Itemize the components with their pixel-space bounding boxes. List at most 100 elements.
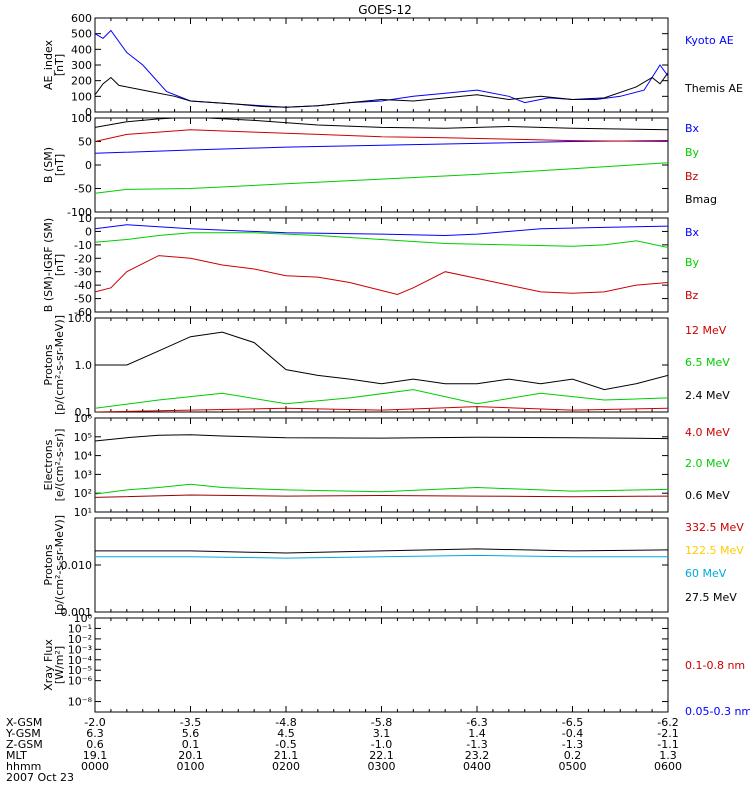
ephemeris-value: -1.0 [371,738,392,751]
ephemeris-value: 0.6 [86,738,104,751]
legend-entry: Bz [685,170,699,183]
y-tick-label: 200 [71,75,92,88]
legend-entry: 27.5 MeV [685,591,737,604]
series-by [95,162,668,194]
y-axis-label: [p/(cm²-s-sr-MeV)] [53,515,66,615]
series-4-0-mev [95,494,668,498]
legend-entry: Bz [685,289,699,302]
series-27-5-mev [95,548,668,554]
plot-title: GOES-12 [358,3,412,17]
series-kyoto-ae [95,29,668,108]
y-tick-label: 10⁻² [68,633,92,646]
ephemeris-value: -1.3 [562,738,583,751]
plot-date: 2007 Oct 23 [6,771,74,784]
legend-entry: 2.0 MeV [685,457,730,470]
legend-entry: Kyoto AE [685,34,734,47]
series-bx [95,140,668,154]
legend-entry: 332.5 MeV [685,521,744,534]
ephemeris-value: 23.2 [465,749,490,762]
panel-frame [94,517,669,613]
ephemeris-value: 5.6 [182,727,200,740]
series-0-6-mev [95,434,668,442]
ephemeris-value: -6.5 [562,716,583,729]
series-bz [95,129,668,142]
series-60-mev [95,554,668,559]
y-tick-label: -30 [74,266,92,279]
series-2-4-mev [95,331,668,391]
y-axis-label: [e/(cm²-s-sr)] [53,429,66,502]
y-tick-label: 0.001 [61,606,93,619]
y-tick-label: 10⁶ [74,412,93,425]
ephemeris-value: -1.1 [657,738,678,751]
y-tick-label: 0.010 [61,559,93,572]
y-axis-label: [nT] [53,254,66,276]
y-tick-label: 1.0 [75,359,93,372]
y-tick-label: 10⁻⁵ [68,664,92,677]
panel-5: 0.001 0.010 Protons[p/(cm²-s-sr-MeV)] 332.5… [42,515,744,619]
legend-entry: Bx [685,122,700,135]
ephemeris-value: 22.1 [369,749,394,762]
y-tick-label: 100 [71,112,92,125]
ephemeris-value: -6.3 [466,716,487,729]
y-tick-label: 10¹ [74,506,92,519]
y-tick-label: 10² [74,487,92,500]
ephemeris-value: -0.4 [562,727,583,740]
ephemeris-value: -2.0 [84,716,105,729]
y-axis-label: B (SM)-IGRF (SM) [42,218,55,312]
legend-entry: By [685,256,700,269]
y-tick-label: -40 [74,279,92,292]
ephemeris-value: -6.2 [657,716,678,729]
ephemeris-value: 0100 [177,760,205,773]
y-tick-label: 10³ [74,468,92,481]
panel-0: 0 100 200 300 400 500 600 AE_index[nT] Kyoto AE T… [42,12,743,119]
y-axis-label: [p/(cm²-s-sr-MeV)] [53,315,66,415]
y-tick-label: 10 [78,212,92,225]
y-tick-label: 10⁻¹ [68,622,92,635]
legend-entry: By [685,146,700,159]
legend-entry: 0.6 MeV [685,489,730,502]
ephemeris-value: 20.1 [178,749,203,762]
series-bz [95,255,668,296]
series-by [95,232,668,248]
ephemeris-value: 3.1 [373,727,391,740]
y-axis-label: AE_index [42,39,55,90]
legend-entry: 12 MeV [685,324,727,337]
ephemeris-value: 0600 [654,760,682,773]
panel-frame [94,417,669,513]
ephemeris-value: -1.3 [466,738,487,751]
ephemeris-value: 0.2 [564,749,582,762]
legend-entry: 0.1-0.8 nm [685,659,745,672]
y-tick-label: 10⁻⁶ [68,675,93,688]
y-tick-label: 10⁻³ [68,643,92,656]
ephemeris-value: -0.5 [275,738,296,751]
y-tick-label: 10⁻⁴ [68,654,93,667]
y-tick-label: 10.0 [68,312,93,325]
panel-3: 0.1 1.0 10.0 Protons[p/(cm²-s-sr-MeV)] 12 Me… [42,312,730,419]
legend-entry: 2.4 MeV [685,389,730,402]
y-tick-label: 0 [85,225,92,238]
ephemeris-value: -4.8 [275,716,296,729]
y-tick-label: 10⁻⁸ [68,696,93,709]
legend-entry: 60 MeV [685,567,727,580]
y-axis-label: Protons [42,544,55,585]
y-tick-label: 400 [71,43,92,56]
y-tick-label: -100 [67,206,92,219]
y-axis-label: B (SM) [42,147,55,183]
y-tick-label: 10⁵ [74,431,92,444]
ephemeris-value: 4.5 [277,727,295,740]
ephemeris-row-label: X-GSM [6,716,42,729]
y-tick-label: 600 [71,12,92,25]
ephemeris-value: -3.5 [180,716,201,729]
y-tick-label: -50 [74,183,92,196]
y-tick-label: 0.1 [75,406,93,419]
legend-entry: 0.05-0.3 nm [685,705,750,718]
ephemeris-value: -5.8 [371,716,392,729]
y-axis-label: [nT] [53,154,66,176]
panel-1: -100 -50 0 50 100 B (SM)[nT] Bx By Bz Bmag [42,112,717,219]
y-axis-label: Electrons [42,439,55,490]
y-tick-label: 10⁴ [74,450,93,463]
y-tick-label: 0 [85,159,92,172]
panel-4: 10¹ 10² 10³ 10⁴ 10⁵ 10⁶ Electrons[e/(cm²-s-sr)… [42,412,730,519]
